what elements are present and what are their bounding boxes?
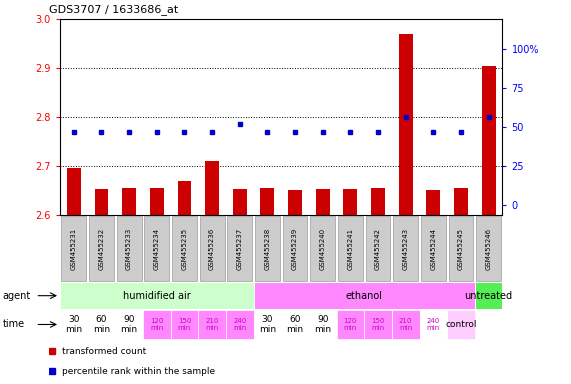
Bar [447,310,475,339]
Bar [61,217,86,281]
Text: 240
min: 240 min [233,318,246,331]
Bar [288,190,302,215]
Bar [309,310,336,339]
Text: GSM455236: GSM455236 [209,227,215,270]
Bar [254,310,281,339]
Text: transformed count: transformed count [62,347,147,356]
Bar [336,310,364,339]
Bar [365,217,391,281]
Bar [116,217,142,281]
Text: GSM455246: GSM455246 [486,228,492,270]
Text: 210
min: 210 min [206,318,219,331]
Bar [255,217,280,281]
Text: 30
min: 30 min [65,315,82,334]
Bar [60,310,87,339]
Bar [420,310,447,339]
Bar [283,217,308,281]
Text: percentile rank within the sample: percentile rank within the sample [62,367,215,376]
Bar [371,188,385,215]
Bar [475,282,502,309]
Text: 30
min: 30 min [259,315,276,334]
Bar [122,188,136,215]
Text: 90
min: 90 min [314,315,331,334]
Text: GSM455234: GSM455234 [154,228,160,270]
Text: untreated: untreated [465,291,513,301]
Bar [364,310,392,339]
Bar [227,217,252,281]
Text: GSM455233: GSM455233 [126,227,132,270]
Text: GSM455238: GSM455238 [264,227,271,270]
Bar [144,217,169,281]
Text: GDS3707 / 1633686_at: GDS3707 / 1633686_at [49,5,178,15]
Bar [254,282,475,309]
Text: time: time [3,319,25,329]
Bar [476,217,501,281]
Text: control: control [445,320,477,329]
Bar [343,189,357,215]
Bar [226,310,254,339]
Bar [282,310,309,339]
Text: GSM455239: GSM455239 [292,227,298,270]
Bar [482,66,496,215]
Bar [205,161,219,215]
Bar [89,217,114,281]
Bar [171,310,198,339]
Bar [143,310,171,339]
Text: 210
min: 210 min [399,318,412,331]
Bar [399,34,413,215]
Text: GSM455235: GSM455235 [182,228,187,270]
Bar [393,217,418,281]
Bar [310,217,335,281]
Bar [150,188,164,215]
Text: 120
min: 120 min [150,318,163,331]
Bar [420,310,447,339]
Bar [338,217,363,281]
Text: GSM455231: GSM455231 [71,227,77,270]
Bar [449,217,473,281]
Bar [115,310,143,339]
Text: GSM455237: GSM455237 [237,227,243,270]
Text: GSM455241: GSM455241 [347,228,353,270]
Text: GSM455240: GSM455240 [320,228,325,270]
Text: 60
min: 60 min [287,315,304,334]
Bar [316,189,329,215]
Text: GSM455244: GSM455244 [431,228,436,270]
Text: 240
min: 240 min [427,318,440,331]
Text: GSM455232: GSM455232 [98,228,104,270]
Text: GSM455243: GSM455243 [403,228,409,270]
Bar [67,168,81,215]
Text: GSM455245: GSM455245 [458,228,464,270]
Bar [178,181,191,215]
Text: 90
min: 90 min [120,315,138,334]
Bar [260,188,274,215]
Text: GSM455242: GSM455242 [375,228,381,270]
Text: 60
min: 60 min [93,315,110,334]
Bar [392,310,420,339]
Bar [427,190,440,215]
Text: humidified air: humidified air [123,291,191,301]
Bar [172,217,197,281]
Bar [60,282,254,309]
Text: 150
min: 150 min [178,318,191,331]
Bar [198,310,226,339]
Bar [200,217,224,281]
Text: 150
min: 150 min [371,318,385,331]
Text: ethanol: ethanol [345,291,383,301]
Bar [421,217,446,281]
Bar [233,189,247,215]
Bar [454,188,468,215]
Bar [95,189,108,215]
Bar [87,310,115,339]
Text: agent: agent [3,291,31,301]
Text: 120
min: 120 min [344,318,357,331]
